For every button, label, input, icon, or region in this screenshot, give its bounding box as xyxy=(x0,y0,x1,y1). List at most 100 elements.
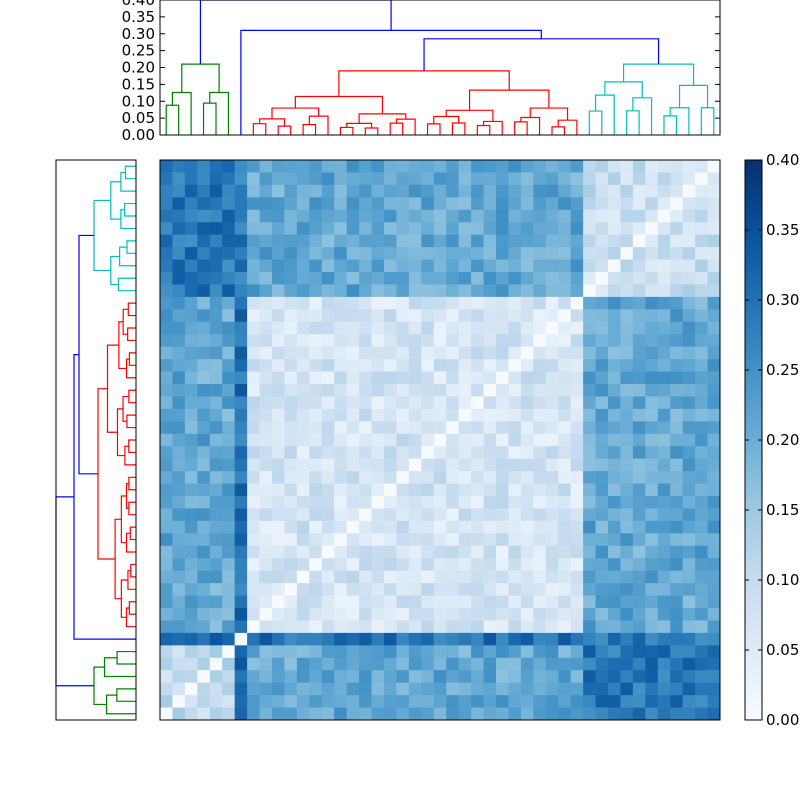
heatmap-cell xyxy=(545,570,559,584)
heatmap-cell xyxy=(446,533,460,547)
heatmap-cell xyxy=(508,533,522,547)
heatmap-cell xyxy=(446,620,460,634)
heatmap-cell xyxy=(707,309,721,323)
heatmap-cell xyxy=(458,259,472,273)
heatmap-cell xyxy=(595,396,609,410)
heatmap-cell xyxy=(234,172,248,186)
heatmap-cell xyxy=(458,160,472,173)
heatmap-cell xyxy=(259,222,273,236)
heatmap-cell xyxy=(396,670,410,684)
heatmap-cell xyxy=(483,247,497,260)
heatmap-cell xyxy=(222,222,236,236)
heatmap-cell xyxy=(657,334,671,348)
heatmap-cell xyxy=(533,446,547,460)
heatmap-cell xyxy=(583,309,596,323)
heatmap-cell xyxy=(657,408,671,422)
heatmap-cell xyxy=(632,197,646,211)
heatmap-cell xyxy=(222,446,236,460)
heatmap-cell xyxy=(309,533,323,547)
heatmap-cell xyxy=(545,421,559,435)
heatmap-cell xyxy=(184,259,198,273)
heatmap-cell xyxy=(682,670,696,684)
heatmap-cell xyxy=(160,608,173,621)
heatmap-cell xyxy=(670,496,684,509)
heatmap-cell xyxy=(371,483,385,497)
heatmap-cell xyxy=(421,321,435,335)
heatmap-cell xyxy=(533,545,547,559)
heatmap-cell xyxy=(707,632,721,646)
heatmap-cell xyxy=(247,570,260,584)
heatmap-cell xyxy=(209,421,223,435)
heatmap-cell xyxy=(359,421,372,435)
heatmap-cell xyxy=(645,421,659,435)
heatmap-cell xyxy=(608,247,621,260)
heatmap-cell xyxy=(408,583,422,596)
heatmap-cell xyxy=(695,682,708,696)
heatmap-cell xyxy=(545,184,559,198)
dendrogram-link xyxy=(114,518,122,600)
heatmap-cell xyxy=(259,595,273,609)
heatmap-cell xyxy=(682,433,696,447)
heatmap-cell xyxy=(284,346,298,360)
heatmap-cell xyxy=(160,284,173,298)
heatmap-cell xyxy=(234,620,248,634)
heatmap-cell xyxy=(234,371,248,385)
heatmap-cell xyxy=(433,272,447,285)
heatmap-cell xyxy=(520,321,534,335)
heatmap-cell xyxy=(259,209,273,223)
heatmap-cell xyxy=(545,197,559,211)
heatmap-cell xyxy=(682,172,696,186)
heatmap-cell xyxy=(496,259,509,273)
heatmap-cell xyxy=(247,483,260,497)
heatmap-cell xyxy=(471,595,484,609)
heatmap-cell xyxy=(545,334,559,348)
dendrogram-link xyxy=(271,107,320,119)
heatmap-cell xyxy=(583,371,596,385)
heatmap-cell xyxy=(371,160,385,173)
heatmap-cell xyxy=(682,608,696,621)
heatmap-cell xyxy=(458,296,472,310)
heatmap-cell xyxy=(234,558,248,572)
heatmap-cell xyxy=(471,421,484,435)
heatmap-cell xyxy=(209,197,223,211)
heatmap-cell xyxy=(632,632,646,646)
heatmap-cell xyxy=(595,583,609,596)
heatmap-cell xyxy=(408,433,422,447)
heatmap-cell xyxy=(458,197,472,211)
heatmap-cell xyxy=(483,433,497,447)
heatmap-cell xyxy=(483,396,497,410)
heatmap-cell xyxy=(359,209,372,223)
heatmap-cell xyxy=(446,707,460,721)
heatmap-cell xyxy=(309,707,323,721)
dendrogram-link xyxy=(240,29,542,135)
dendrogram-link xyxy=(529,107,569,121)
heatmap-cell xyxy=(309,682,323,696)
heatmap-cell xyxy=(695,396,708,410)
heatmap-cell xyxy=(695,384,708,397)
heatmap-cell xyxy=(284,695,298,708)
heatmap-cell xyxy=(359,570,372,584)
heatmap-cell xyxy=(433,284,447,298)
heatmap-cell xyxy=(558,545,572,559)
heatmap-cell xyxy=(259,234,273,248)
heatmap-cell xyxy=(408,421,422,435)
heatmap-cell xyxy=(433,620,447,634)
heatmap-cell xyxy=(496,545,509,559)
dendrogram-link xyxy=(119,246,136,267)
heatmap-cell xyxy=(197,458,211,472)
heatmap-cell xyxy=(272,645,285,659)
heatmap-cell xyxy=(682,247,696,260)
heatmap-cell xyxy=(496,608,509,621)
heatmap-cell xyxy=(670,433,684,447)
heatmap-cell xyxy=(284,247,298,260)
heatmap-cell xyxy=(172,272,186,285)
heatmap-cell xyxy=(620,172,634,186)
heatmap-cell xyxy=(184,471,198,484)
heatmap-cell xyxy=(334,707,348,721)
heatmap-cell xyxy=(272,209,285,223)
heatmap-cell xyxy=(707,483,721,497)
heatmap-cell xyxy=(272,483,285,497)
heatmap-cell xyxy=(433,359,447,372)
heatmap-cell xyxy=(296,309,310,323)
heatmap-cell xyxy=(433,321,447,335)
